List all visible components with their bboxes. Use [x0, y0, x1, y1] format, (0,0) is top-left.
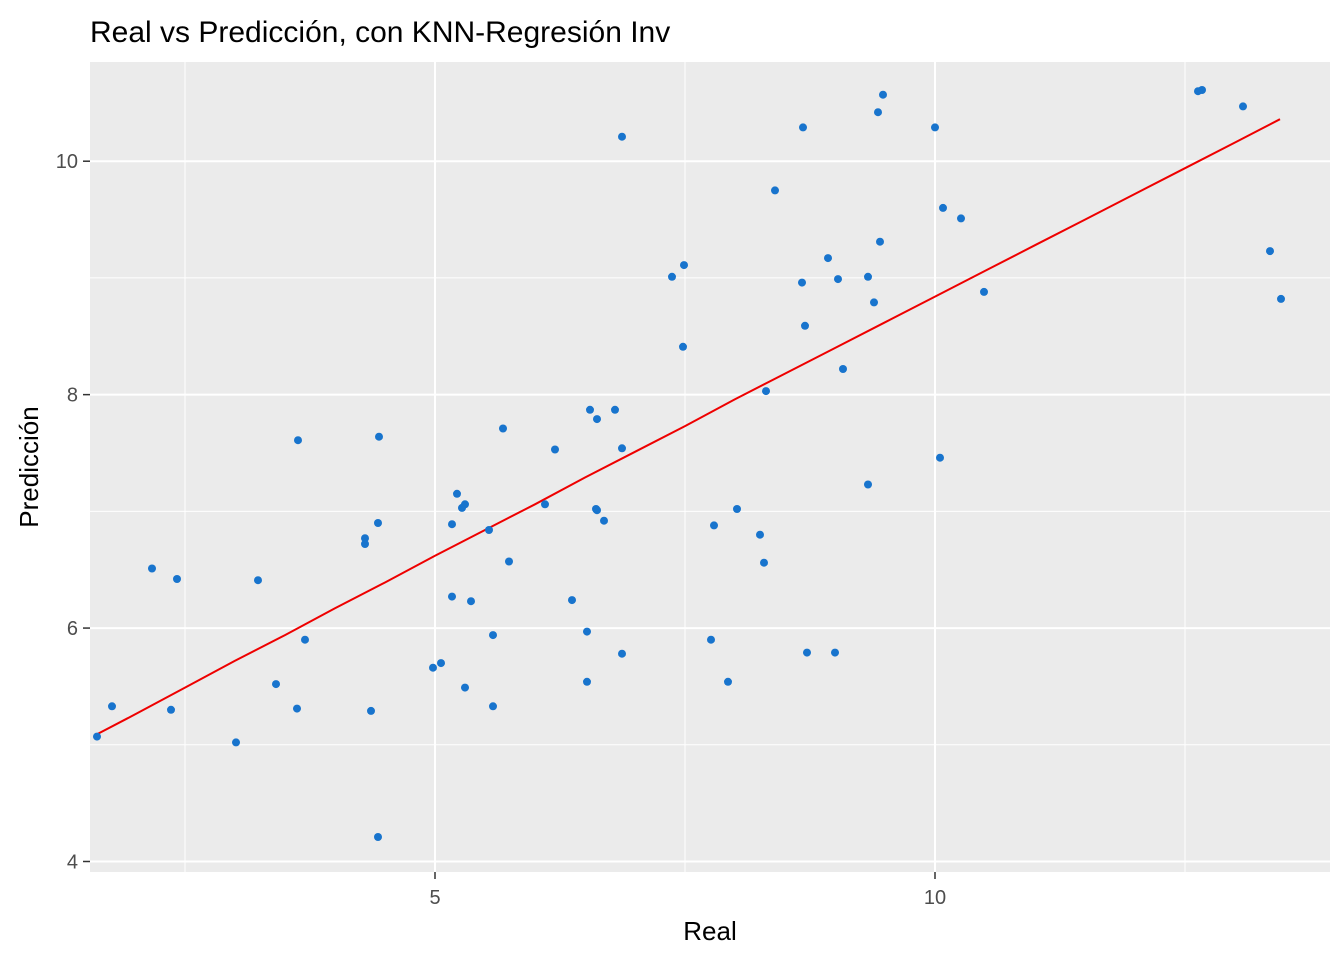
data-point — [485, 526, 493, 534]
data-point — [756, 530, 764, 539]
data-point — [801, 321, 809, 330]
x-tick-label: 5 — [429, 887, 440, 909]
data-point — [173, 575, 181, 583]
data-point — [876, 237, 884, 246]
data-point — [467, 597, 475, 606]
data-point — [489, 631, 497, 640]
data-point — [980, 287, 988, 296]
data-point — [294, 436, 302, 445]
y-axis: 4 6 8 10 — [56, 151, 90, 873]
data-point — [733, 505, 741, 513]
data-point — [870, 298, 878, 307]
data-point — [710, 521, 718, 530]
data-point — [148, 564, 156, 573]
data-point — [254, 576, 262, 585]
data-point — [437, 659, 445, 668]
y-tick-label: 8 — [67, 385, 78, 407]
data-point — [541, 500, 549, 509]
data-point — [301, 635, 309, 644]
y-tick-label: 4 — [67, 851, 78, 873]
data-point — [593, 415, 601, 424]
data-point — [668, 272, 676, 281]
y-tick-label: 10 — [56, 151, 78, 173]
data-point — [879, 90, 887, 99]
data-point — [583, 677, 591, 686]
data-point — [505, 557, 513, 566]
data-point — [374, 833, 382, 841]
data-point — [489, 702, 497, 711]
data-point — [600, 516, 608, 525]
data-point — [499, 424, 507, 433]
data-point — [824, 254, 832, 263]
x-axis: 5 10 — [429, 872, 946, 909]
data-point — [108, 702, 116, 711]
data-point — [453, 489, 461, 498]
data-point — [583, 627, 591, 636]
data-point — [618, 132, 626, 141]
chart-title: Real vs Predicción, con KNN-Regresión In… — [90, 16, 670, 49]
x-tick-label: 10 — [924, 887, 946, 909]
data-point — [839, 365, 847, 373]
data-point — [461, 500, 469, 509]
y-tick-label: 6 — [67, 618, 78, 640]
data-point — [771, 186, 779, 195]
data-point — [167, 705, 175, 714]
data-point — [707, 635, 715, 644]
major-gridlines — [90, 62, 1330, 872]
y-axis-title: Predicción — [14, 406, 44, 527]
data-points — [93, 86, 1285, 841]
plot-panel — [90, 62, 1330, 872]
data-point — [799, 123, 807, 132]
data-point — [618, 649, 626, 658]
data-point — [1266, 247, 1274, 256]
data-point — [568, 596, 576, 605]
data-point — [586, 405, 594, 414]
data-point — [1198, 86, 1206, 94]
fit-line — [96, 118, 1281, 736]
data-point — [611, 405, 619, 414]
data-point — [831, 648, 839, 657]
minor-gridlines — [90, 62, 1330, 872]
data-point — [429, 663, 437, 672]
data-point — [461, 683, 469, 692]
data-point — [93, 732, 101, 741]
data-point — [374, 519, 382, 527]
data-point — [798, 278, 806, 287]
data-point — [931, 123, 939, 132]
data-point — [272, 680, 280, 689]
data-point — [448, 520, 456, 529]
data-point — [936, 453, 944, 462]
data-point — [361, 534, 369, 543]
data-point — [1239, 102, 1247, 111]
data-point — [679, 342, 687, 351]
data-point — [864, 480, 872, 489]
data-point — [232, 738, 240, 747]
data-point — [803, 648, 811, 657]
data-point — [874, 108, 882, 117]
data-point — [367, 706, 375, 715]
data-point — [448, 592, 456, 601]
data-point — [375, 432, 383, 441]
data-point — [293, 704, 301, 713]
fit-line-layer — [96, 118, 1281, 736]
data-point — [957, 214, 965, 223]
data-point — [680, 261, 688, 270]
data-point — [834, 275, 842, 284]
data-point — [618, 444, 626, 453]
data-point — [864, 272, 872, 281]
data-point — [762, 387, 770, 396]
data-point — [361, 540, 369, 548]
data-point — [939, 203, 947, 212]
data-point — [724, 677, 732, 686]
data-point — [551, 445, 559, 454]
data-point — [1277, 294, 1285, 303]
data-point — [593, 506, 601, 515]
data-point — [760, 558, 768, 567]
x-axis-title: Real — [683, 916, 736, 946]
